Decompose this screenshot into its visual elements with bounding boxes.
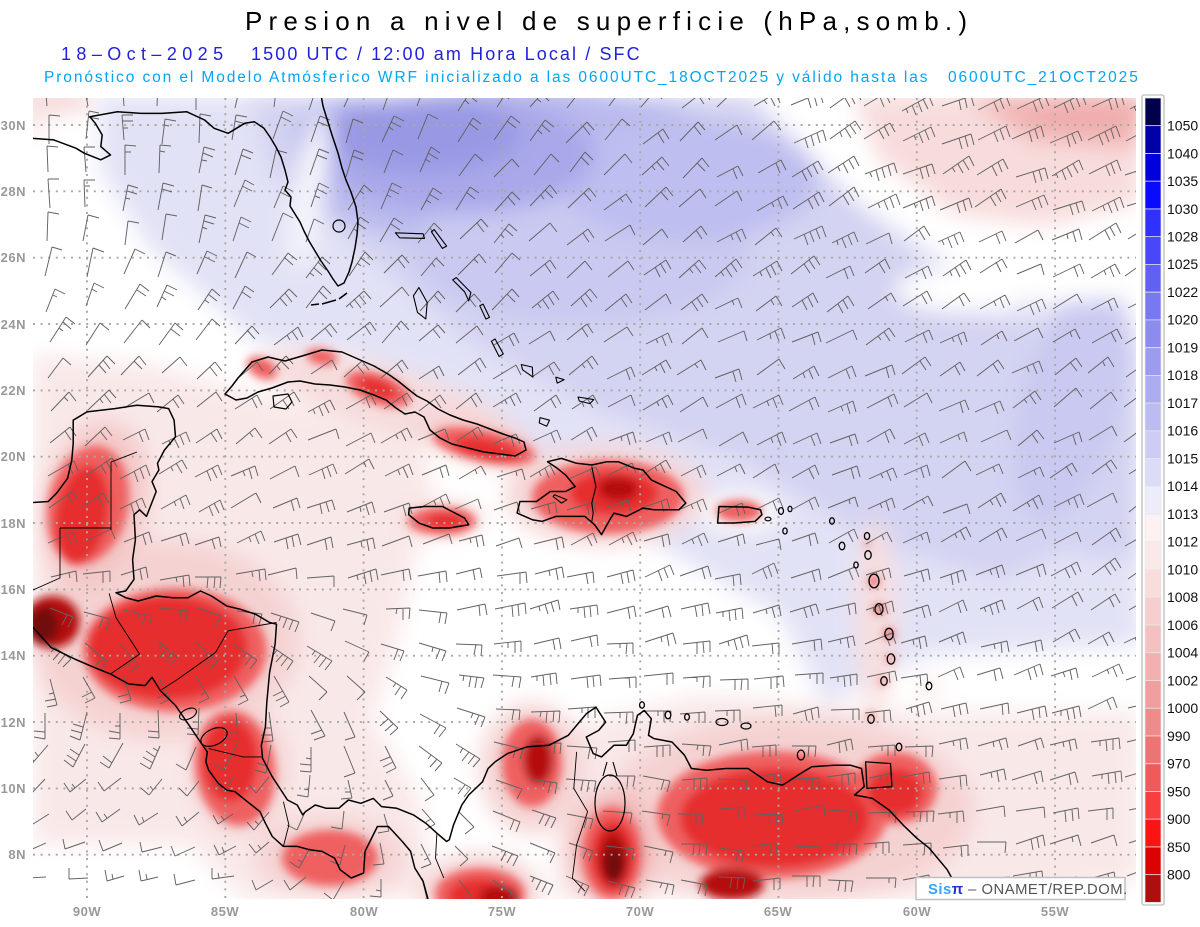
svg-text:60W: 60W	[903, 904, 931, 919]
svg-text:24N: 24N	[1, 317, 26, 332]
svg-text:Sisπ – ONAMET/REP.DOM.: Sisπ – ONAMET/REP.DOM.	[928, 882, 1128, 898]
svg-text:1006: 1006	[1167, 617, 1198, 633]
svg-text:1010: 1010	[1167, 561, 1198, 577]
svg-text:75W: 75W	[488, 904, 516, 919]
svg-text:1040: 1040	[1167, 145, 1198, 161]
svg-text:850: 850	[1167, 839, 1191, 855]
svg-text:970: 970	[1167, 756, 1191, 772]
svg-text:900: 900	[1167, 811, 1191, 827]
svg-text:90W: 90W	[73, 904, 101, 919]
svg-text:80W: 80W	[350, 904, 378, 919]
svg-text:1035: 1035	[1167, 173, 1198, 189]
svg-text:22N: 22N	[1, 383, 26, 398]
svg-text:20N: 20N	[1, 449, 26, 464]
svg-text:1000: 1000	[1167, 700, 1198, 716]
svg-text:12N: 12N	[1, 715, 26, 730]
svg-text:1002: 1002	[1167, 672, 1198, 688]
svg-text:800: 800	[1167, 867, 1191, 883]
svg-text:16N: 16N	[1, 582, 26, 597]
svg-text:55W: 55W	[1041, 904, 1069, 919]
svg-text:65W: 65W	[764, 904, 792, 919]
svg-text:1022: 1022	[1167, 284, 1198, 300]
svg-text:1028: 1028	[1167, 229, 1198, 245]
svg-text:8N: 8N	[8, 847, 26, 862]
svg-text:70W: 70W	[626, 904, 654, 919]
svg-text:1017: 1017	[1167, 395, 1198, 411]
svg-text:1019: 1019	[1167, 340, 1198, 356]
svg-text:1016: 1016	[1167, 423, 1198, 439]
svg-text:1050: 1050	[1167, 118, 1198, 134]
svg-text:1020: 1020	[1167, 312, 1198, 328]
svg-text:1014: 1014	[1167, 478, 1198, 494]
svg-text:1012: 1012	[1167, 534, 1198, 550]
svg-text:1008: 1008	[1167, 589, 1198, 605]
svg-text:1013: 1013	[1167, 506, 1198, 522]
svg-text:30N: 30N	[1, 118, 26, 133]
svg-text:1018: 1018	[1167, 367, 1198, 383]
svg-text:1025: 1025	[1167, 256, 1198, 272]
svg-text:1030: 1030	[1167, 201, 1198, 217]
svg-text:28N: 28N	[1, 184, 26, 199]
svg-text:18N: 18N	[1, 516, 26, 531]
svg-text:1015: 1015	[1167, 450, 1198, 466]
svg-text:1004: 1004	[1167, 645, 1198, 661]
svg-text:14N: 14N	[1, 648, 26, 663]
svg-text:950: 950	[1167, 783, 1191, 799]
svg-text:26N: 26N	[1, 250, 26, 265]
svg-text:10N: 10N	[1, 781, 26, 796]
svg-text:85W: 85W	[211, 904, 239, 919]
svg-text:990: 990	[1167, 728, 1191, 744]
